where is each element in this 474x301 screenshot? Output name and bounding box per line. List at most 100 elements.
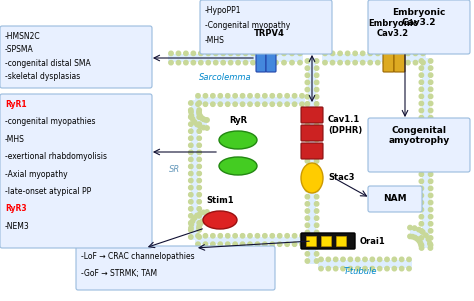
Circle shape: [356, 266, 360, 271]
Circle shape: [197, 164, 201, 169]
Circle shape: [203, 118, 208, 122]
Bar: [306, 236, 316, 246]
Circle shape: [314, 159, 319, 163]
Circle shape: [419, 158, 424, 162]
Circle shape: [298, 61, 302, 65]
Text: -GoF → STRMK; TAM: -GoF → STRMK; TAM: [81, 269, 157, 278]
Circle shape: [199, 61, 203, 65]
Circle shape: [197, 143, 201, 147]
Circle shape: [201, 117, 206, 121]
Circle shape: [419, 215, 424, 219]
Circle shape: [199, 221, 203, 225]
Bar: [422, 58, 430, 248]
Circle shape: [314, 187, 319, 192]
Circle shape: [314, 252, 319, 256]
Circle shape: [251, 51, 255, 56]
Circle shape: [428, 207, 433, 212]
Circle shape: [176, 61, 181, 65]
Circle shape: [361, 51, 365, 56]
Circle shape: [314, 209, 319, 213]
Circle shape: [197, 221, 201, 225]
Circle shape: [383, 61, 388, 65]
FancyBboxPatch shape: [368, 0, 470, 54]
Circle shape: [210, 242, 215, 247]
Circle shape: [428, 66, 433, 70]
Circle shape: [398, 51, 402, 56]
Circle shape: [197, 226, 201, 230]
Circle shape: [341, 266, 345, 271]
Circle shape: [421, 61, 425, 65]
Circle shape: [428, 246, 433, 250]
Circle shape: [305, 216, 310, 220]
Circle shape: [408, 234, 412, 239]
Circle shape: [375, 51, 380, 56]
Circle shape: [419, 144, 424, 148]
Circle shape: [191, 219, 195, 223]
Circle shape: [255, 234, 260, 238]
Circle shape: [263, 94, 267, 98]
Circle shape: [305, 173, 310, 178]
Circle shape: [314, 244, 319, 249]
Circle shape: [298, 51, 302, 56]
Circle shape: [428, 151, 433, 155]
Circle shape: [240, 242, 245, 247]
Circle shape: [314, 230, 319, 234]
Circle shape: [428, 115, 433, 120]
Circle shape: [383, 51, 388, 56]
Circle shape: [428, 200, 433, 205]
Circle shape: [375, 61, 380, 65]
Circle shape: [314, 216, 319, 220]
Circle shape: [226, 94, 230, 98]
Circle shape: [201, 126, 206, 130]
Text: -MHS: -MHS: [205, 36, 225, 45]
Circle shape: [419, 179, 424, 184]
Circle shape: [240, 94, 245, 98]
Circle shape: [419, 108, 424, 113]
Circle shape: [176, 51, 181, 56]
Circle shape: [419, 66, 424, 70]
Circle shape: [356, 257, 360, 262]
Circle shape: [248, 242, 252, 247]
Circle shape: [189, 101, 193, 105]
Circle shape: [305, 137, 310, 142]
Circle shape: [305, 180, 310, 185]
Circle shape: [196, 102, 200, 106]
Text: -skeletal dysplasias: -skeletal dysplasias: [5, 73, 80, 82]
Circle shape: [368, 51, 373, 56]
Circle shape: [236, 51, 240, 56]
Circle shape: [428, 229, 433, 233]
Circle shape: [323, 51, 327, 56]
Circle shape: [419, 236, 424, 240]
Circle shape: [189, 122, 193, 126]
Circle shape: [189, 157, 193, 162]
Bar: [168, 54, 256, 62]
Circle shape: [218, 242, 222, 247]
Circle shape: [189, 164, 193, 169]
Circle shape: [300, 242, 304, 247]
Text: -MHS: -MHS: [5, 135, 25, 144]
Circle shape: [368, 61, 373, 65]
Circle shape: [189, 214, 193, 218]
Circle shape: [413, 235, 417, 240]
Text: -Axial myopathy: -Axial myopathy: [5, 170, 68, 179]
FancyBboxPatch shape: [0, 94, 152, 248]
Text: NAM: NAM: [383, 194, 407, 203]
Circle shape: [385, 266, 389, 271]
Circle shape: [314, 102, 319, 106]
Circle shape: [305, 237, 310, 242]
Circle shape: [419, 193, 424, 198]
Circle shape: [203, 218, 208, 222]
Circle shape: [197, 214, 201, 218]
Circle shape: [282, 51, 286, 56]
Circle shape: [392, 266, 397, 271]
Circle shape: [428, 215, 433, 219]
Circle shape: [419, 129, 424, 134]
Circle shape: [189, 222, 193, 227]
Circle shape: [197, 235, 201, 239]
Circle shape: [314, 166, 319, 170]
Circle shape: [255, 94, 260, 98]
Circle shape: [330, 51, 335, 56]
Circle shape: [197, 192, 201, 197]
Circle shape: [428, 59, 433, 63]
Circle shape: [319, 257, 323, 262]
